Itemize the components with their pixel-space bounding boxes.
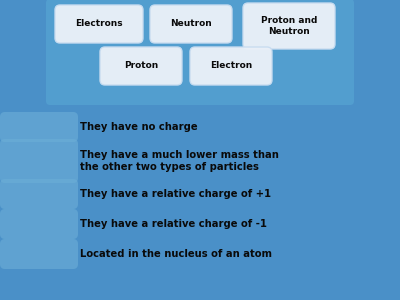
FancyBboxPatch shape: [100, 47, 182, 85]
Text: Proton: Proton: [124, 61, 158, 70]
Text: Neutron: Neutron: [170, 20, 212, 28]
Text: Electron: Electron: [210, 61, 252, 70]
FancyBboxPatch shape: [0, 209, 78, 239]
FancyBboxPatch shape: [55, 5, 143, 43]
Text: They have a relative charge of -1: They have a relative charge of -1: [80, 219, 267, 229]
FancyBboxPatch shape: [0, 139, 78, 183]
Text: Electrons: Electrons: [75, 20, 123, 28]
FancyBboxPatch shape: [46, 0, 354, 105]
Text: Proton and
Neutron: Proton and Neutron: [261, 16, 317, 36]
FancyBboxPatch shape: [243, 3, 335, 49]
Text: Located in the nucleus of an atom: Located in the nucleus of an atom: [80, 249, 272, 259]
Text: They have a much lower mass than
the other two types of particles: They have a much lower mass than the oth…: [80, 150, 279, 172]
FancyBboxPatch shape: [150, 5, 232, 43]
FancyBboxPatch shape: [0, 112, 78, 142]
Text: They have a relative charge of +1: They have a relative charge of +1: [80, 189, 271, 199]
FancyBboxPatch shape: [190, 47, 272, 85]
FancyBboxPatch shape: [0, 179, 78, 209]
FancyBboxPatch shape: [0, 239, 78, 269]
Text: They have no charge: They have no charge: [80, 122, 198, 132]
